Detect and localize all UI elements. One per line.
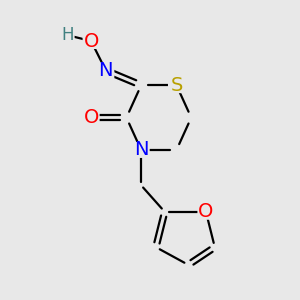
Text: O: O bbox=[198, 202, 214, 221]
FancyBboxPatch shape bbox=[197, 204, 214, 220]
FancyBboxPatch shape bbox=[133, 142, 150, 158]
Text: S: S bbox=[170, 76, 183, 95]
Text: N: N bbox=[134, 140, 148, 160]
FancyBboxPatch shape bbox=[168, 77, 185, 93]
Text: O: O bbox=[83, 108, 99, 127]
FancyBboxPatch shape bbox=[97, 62, 114, 78]
FancyBboxPatch shape bbox=[82, 110, 100, 126]
Text: O: O bbox=[83, 32, 99, 51]
Text: H: H bbox=[61, 26, 74, 44]
FancyBboxPatch shape bbox=[61, 28, 75, 42]
Text: N: N bbox=[99, 61, 113, 80]
FancyBboxPatch shape bbox=[82, 33, 100, 49]
